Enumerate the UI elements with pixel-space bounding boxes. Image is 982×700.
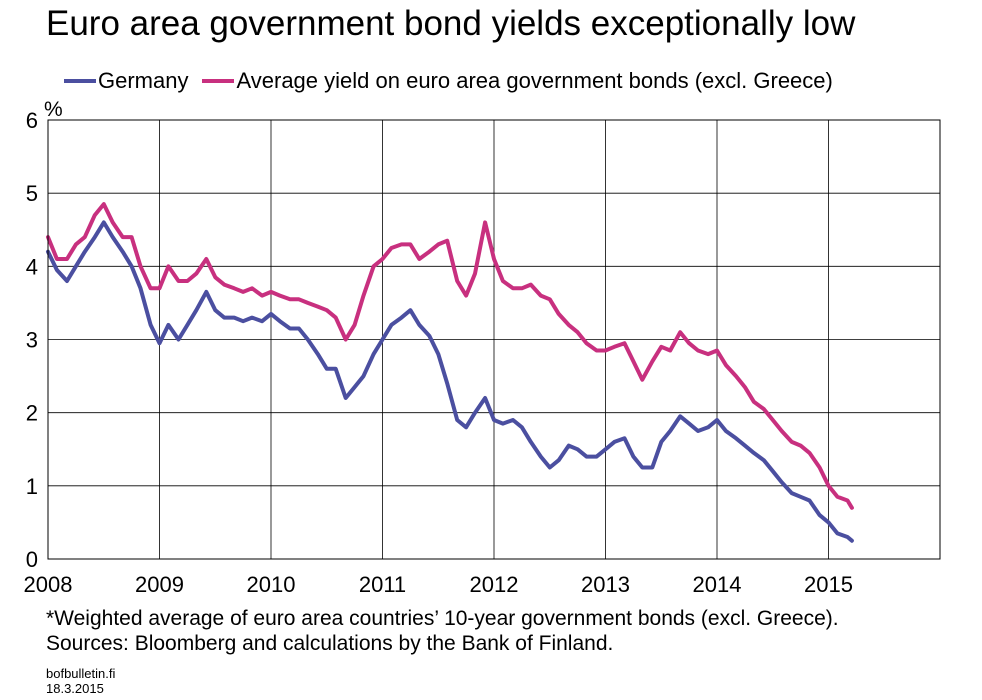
x-tick-label-2014: 2014 [693,572,742,597]
y-tick-labels: 0 1 2 3 4 5 6 [26,108,38,572]
footnote-weighted-average: *Weighted average of euro area countries… [46,607,839,630]
legend-label-euro-average: Average yield on euro area government bo… [236,68,833,93]
x-tick-label-2012: 2012 [470,572,519,597]
line-chart: 0 1 2 3 4 5 6 2008 2009 2010 2011 2012 2013 2014 2015 [24,108,941,597]
legend-item-germany: Germany [64,68,188,94]
plot-frame [47,119,941,560]
legend-item-euro-average: Average yield on euro area government bo… [202,68,833,94]
footer-date: 18.3.2015 [46,681,104,696]
legend-swatch-germany [64,79,96,83]
grid-lines [48,120,940,559]
x-tick-labels: 2008 2009 2010 2011 2012 2013 2014 2015 [24,572,853,597]
y-tick-label-5: 5 [26,181,38,206]
y-axis-unit-label: % [44,98,63,121]
y-tick-label-0: 0 [26,547,38,572]
legend-swatch-euro-average [202,79,235,83]
y-tick-label-4: 4 [26,254,38,279]
footer-site: bofbulletin.fi [46,666,116,681]
series-line-euro-average [46,202,854,510]
footer: bofbulletin.fi 18.3.2015 [46,666,115,696]
x-tick-label-2010: 2010 [247,572,296,597]
y-tick-label-1: 1 [26,474,38,499]
x-tick-label-2009: 2009 [135,572,184,597]
x-tick-label-2008: 2008 [24,572,73,597]
y-tick-label-3: 3 [26,328,38,353]
legend: Germany Average yield on euro area gover… [64,68,847,94]
x-tick-label-2013: 2013 [581,572,630,597]
legend-label-germany: Germany [98,68,189,93]
x-tick-label-2011: 2011 [359,572,406,597]
series-lines [46,202,854,543]
y-tick-label-2: 2 [26,401,38,426]
footnote-sources: Sources: Bloomberg and calculations by t… [46,632,614,655]
y-tick-label-6: 6 [26,108,38,133]
series-line-germany [46,220,854,543]
footnotes: *Weighted average of euro area countries… [46,606,839,656]
chart-title: Euro area government bond yields excepti… [46,4,856,43]
x-tick-label-2015: 2015 [804,572,853,597]
